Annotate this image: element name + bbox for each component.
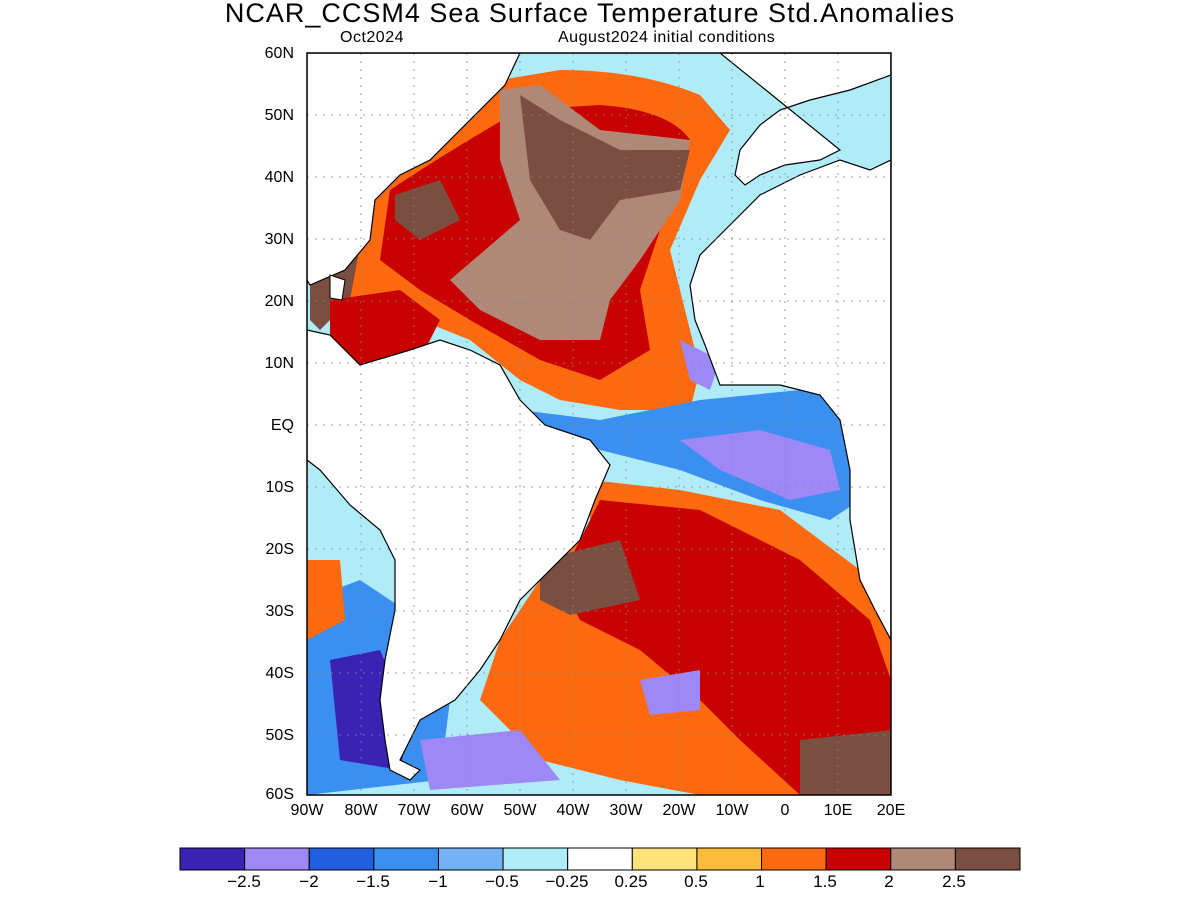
lat-label: 60S — [265, 786, 294, 803]
lat-label: 50S — [265, 727, 294, 744]
colorbar-label: 2 — [884, 872, 894, 891]
lat-label: 10N — [264, 355, 294, 372]
lon-label: 0 — [780, 802, 790, 819]
cool-patch-south — [640, 670, 700, 715]
graticule — [307, 53, 891, 795]
colorbar-swatch — [179, 847, 246, 871]
south-america-land — [307, 329, 611, 781]
chart-title: NCAR_CCSM4 Sea Surface Temperature Std.A… — [224, 0, 956, 28]
colorbar-swatch — [437, 847, 504, 871]
target-month-label: Oct2024 — [340, 29, 404, 46]
lon-label: 50W — [503, 802, 537, 819]
colorbar-swatch — [244, 847, 310, 871]
colorbar-label: −2.5 — [227, 872, 261, 891]
colorbar-label: 2.5 — [942, 872, 966, 891]
colorbar — [179, 847, 1021, 871]
lat-label: 30S — [265, 603, 294, 620]
lat-label: 20S — [265, 541, 294, 558]
colorbar-swatch — [825, 847, 892, 871]
africa-europe-land — [689, 53, 891, 641]
colorbar-swatch — [761, 847, 827, 871]
lon-label: 10E — [823, 802, 853, 819]
extreme-warm-nw — [395, 180, 460, 240]
colorbar-label: 0.5 — [684, 872, 708, 891]
lat-label: EQ — [270, 417, 294, 434]
map-frame — [306, 52, 892, 796]
colorbar-swatch — [890, 847, 956, 871]
lat-label: 60N — [264, 45, 294, 62]
colorbar-label: 1 — [755, 872, 765, 891]
lon-label: 90W — [290, 802, 324, 819]
colorbar-label: −2 — [299, 872, 319, 891]
strong-warm-south — [560, 500, 891, 795]
colorbar-label: −0.25 — [545, 872, 589, 891]
colorbar-swatch — [567, 847, 633, 871]
lon-label: 20E — [876, 802, 906, 819]
lon-label: 60W — [450, 802, 484, 819]
colorbar-label: 1.5 — [813, 872, 837, 891]
cool-patch-west-africa — [680, 340, 720, 390]
lat-label: 40S — [265, 665, 294, 682]
lat-label: 10S — [265, 479, 294, 496]
lon-label: 20W — [662, 802, 696, 819]
lon-label: 10W — [715, 802, 749, 819]
extreme-warm-southeast — [800, 730, 891, 795]
colorbar-swatch — [308, 847, 375, 871]
lon-label: 80W — [344, 802, 378, 819]
colorbar-swatch — [631, 847, 698, 871]
colorbar-label: −1.5 — [356, 872, 390, 891]
lon-label: 30W — [609, 802, 643, 819]
extreme-warm-south — [540, 540, 640, 615]
anomaly-field — [307, 53, 891, 795]
lat-label: 40N — [264, 169, 294, 186]
colorbar-label: 0.25 — [614, 872, 648, 891]
lon-label: 70W — [397, 802, 431, 819]
florida-land — [329, 274, 346, 301]
colorbar-swatch — [502, 847, 569, 871]
europe-land — [719, 53, 891, 186]
colorbar-swatch — [696, 847, 763, 871]
colorbar-label: −0.5 — [485, 872, 519, 891]
lat-label: 20N — [264, 293, 294, 310]
lon-label: 40W — [556, 802, 590, 819]
cool-drake-passage — [420, 730, 560, 790]
extreme-warm-north — [520, 95, 690, 240]
colorbar-swatch — [373, 847, 439, 871]
colorbar-label: −1 — [428, 872, 448, 891]
strong-cool-equator — [680, 430, 840, 500]
lat-label: 50N — [264, 107, 294, 124]
warm-patch-pacific — [307, 560, 345, 640]
colorbar-swatch — [954, 847, 1021, 871]
lat-label: 30N — [264, 231, 294, 248]
initial-conditions-label: August2024 initial conditions — [558, 29, 776, 46]
